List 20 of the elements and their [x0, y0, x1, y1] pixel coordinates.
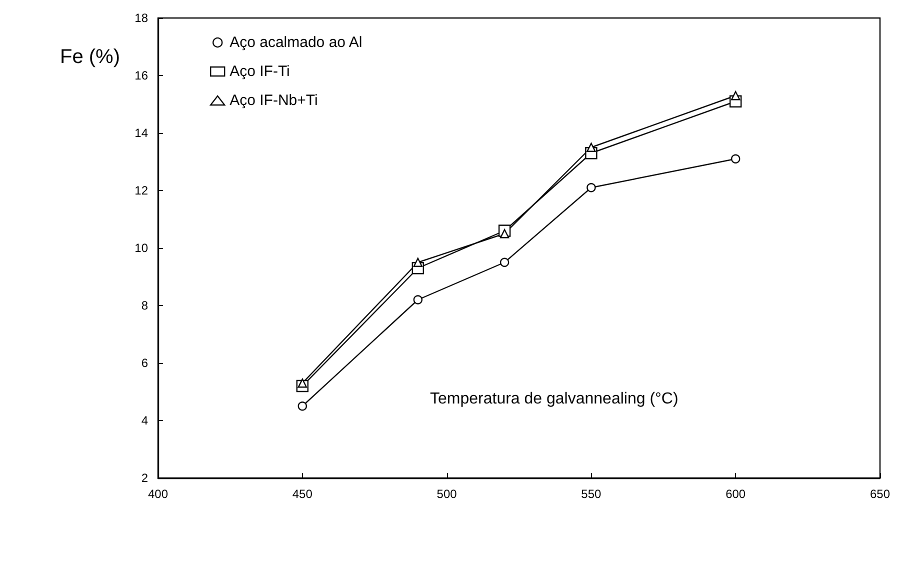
y-tick-label: 8	[141, 298, 148, 312]
y-tick-label: 6	[141, 356, 148, 370]
y-tick-label: 4	[141, 414, 148, 428]
y-tick-label: 12	[134, 184, 148, 198]
x-tick-label: 400	[148, 487, 168, 501]
legend-label: Aço acalmado ao Al	[230, 34, 362, 51]
legend-label: Aço IF-Nb+Ti	[230, 92, 318, 109]
x-tick-label: 600	[726, 487, 746, 501]
y-tick-label: 10	[134, 241, 148, 255]
x-tick-label: 550	[581, 487, 602, 501]
x-tick-label: 450	[292, 487, 313, 501]
y-axis-title: Fe (%)	[60, 46, 120, 68]
x-tick-label: 500	[436, 487, 458, 501]
x-tick-label: 650	[870, 487, 890, 501]
legend-label: Aço IF-Ti	[230, 63, 290, 80]
y-tick-label: 2	[141, 471, 148, 485]
y-tick-label: 14	[134, 126, 148, 140]
y-tick-label: 18	[134, 11, 148, 25]
x-axis-title: Temperatura de galvannealing (°C)	[430, 390, 678, 408]
y-tick-label: 16	[134, 68, 148, 82]
